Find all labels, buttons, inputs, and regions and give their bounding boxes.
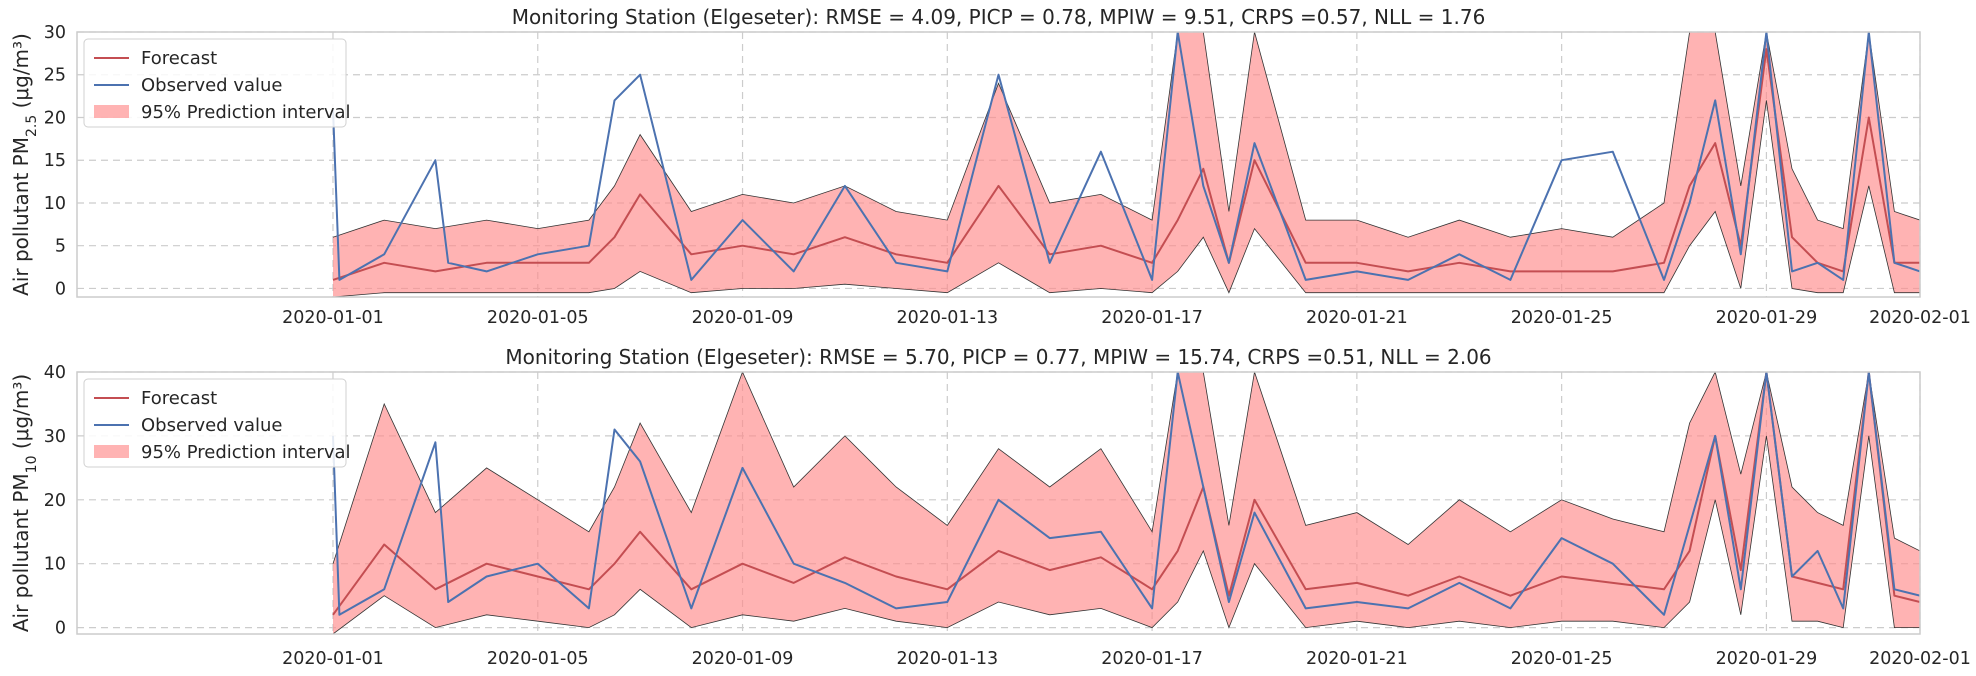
y-tick-label: 20 (44, 491, 66, 511)
interval-lower-edge (332, 435, 1920, 634)
y-axis-label-unit: (μg/m³) (9, 374, 33, 456)
prediction-interval-band (333, 372, 1920, 634)
y-tick-label: 25 (44, 66, 66, 86)
chart-title: Monitoring Station (Elgeseter): RMSE = 5… (505, 345, 1491, 369)
x-tick-label: 2020-01-09 (692, 308, 794, 328)
x-tick-label: 2020-01-29 (1716, 649, 1818, 669)
observed-line (332, 32, 1920, 281)
x-tick-label: 2020-01-05 (487, 649, 589, 669)
legend-box (83, 38, 347, 128)
x-tick-label: 2020-01-17 (1101, 649, 1203, 669)
axes-frame (76, 31, 1921, 298)
legend-entry: 95% Prediction interval (141, 102, 351, 123)
y-axis-label: Air pollutant PM2.5 (μg/m³) (9, 33, 40, 296)
y-tick-label: 5 (55, 237, 66, 257)
observed-line (332, 372, 1920, 616)
axes-frame (76, 371, 1921, 635)
x-tick-label: 2020-01-21 (1306, 308, 1408, 328)
legend: Forecast Observed value 95% Prediction int… (83, 38, 351, 128)
y-tick-label: 0 (55, 619, 66, 639)
x-tick-label: 2020-01-05 (487, 308, 589, 328)
x-tick-label: 2020-02-01 (1869, 649, 1971, 669)
legend-entry: Forecast (141, 388, 217, 409)
legend-swatch-interval (94, 445, 129, 458)
legend-entry: Observed value (141, 415, 283, 436)
legend: Forecast Observed value 95% Prediction int… (83, 378, 351, 468)
x-tick-label: 2020-01-13 (896, 649, 998, 669)
y-tick-label: 40 (44, 363, 66, 383)
y-tick-label: 20 (44, 108, 66, 128)
x-tick-label: 2020-01-29 (1716, 308, 1818, 328)
y-tick-label: 30 (44, 23, 66, 43)
chart-title: Monitoring Station (Elgeseter): RMSE = 4… (512, 5, 1486, 29)
panel-pm25: Monitoring Station (Elgeseter): RMSE = 4… (9, 5, 1971, 328)
y-axis-label: Air pollutant PM10 (μg/m³) (9, 374, 40, 632)
y-axis-label-prefix: Air pollutant PM (9, 137, 33, 296)
x-tick-label: 2020-01-01 (282, 649, 384, 669)
y-axis-label-subscript: 10 (24, 455, 40, 473)
x-tick-label: 2020-01-17 (1101, 308, 1203, 328)
legend-entry: Observed value (141, 75, 283, 96)
legend-entry: 95% Prediction interval (141, 442, 351, 463)
y-axis-label-unit: (μg/m³) (9, 33, 33, 115)
x-tick-label: 2020-01-09 (692, 649, 794, 669)
x-tick-label: 2020-01-13 (896, 308, 998, 328)
interval-upper-edge (332, 372, 1920, 564)
panel-pm10: Monitoring Station (Elgeseter): RMSE = 5… (9, 345, 1971, 669)
legend-box (83, 378, 347, 468)
plot-area (332, 372, 1920, 634)
x-tick-label: 2020-02-01 (1869, 308, 1971, 328)
interval-upper-edge (332, 32, 1920, 238)
x-tick-label: 2020-01-01 (282, 308, 384, 328)
plot-area (332, 32, 1920, 297)
prediction-interval-band (333, 32, 1920, 297)
y-tick-label: 15 (44, 151, 66, 171)
y-tick-label: 10 (44, 194, 66, 214)
y-axis-label-prefix: Air pollutant PM (9, 473, 33, 632)
y-tick-label: 10 (44, 555, 66, 575)
interval-lower-edge (332, 100, 1920, 297)
y-tick-label: 0 (55, 279, 66, 299)
y-axis-label-subscript: 2.5 (24, 115, 40, 137)
legend-entry: Forecast (141, 48, 217, 69)
x-tick-label: 2020-01-25 (1511, 308, 1613, 328)
legend-swatch-interval (94, 105, 129, 118)
x-tick-label: 2020-01-21 (1306, 649, 1408, 669)
y-tick-label: 30 (44, 427, 66, 447)
x-tick-label: 2020-01-25 (1511, 649, 1613, 669)
